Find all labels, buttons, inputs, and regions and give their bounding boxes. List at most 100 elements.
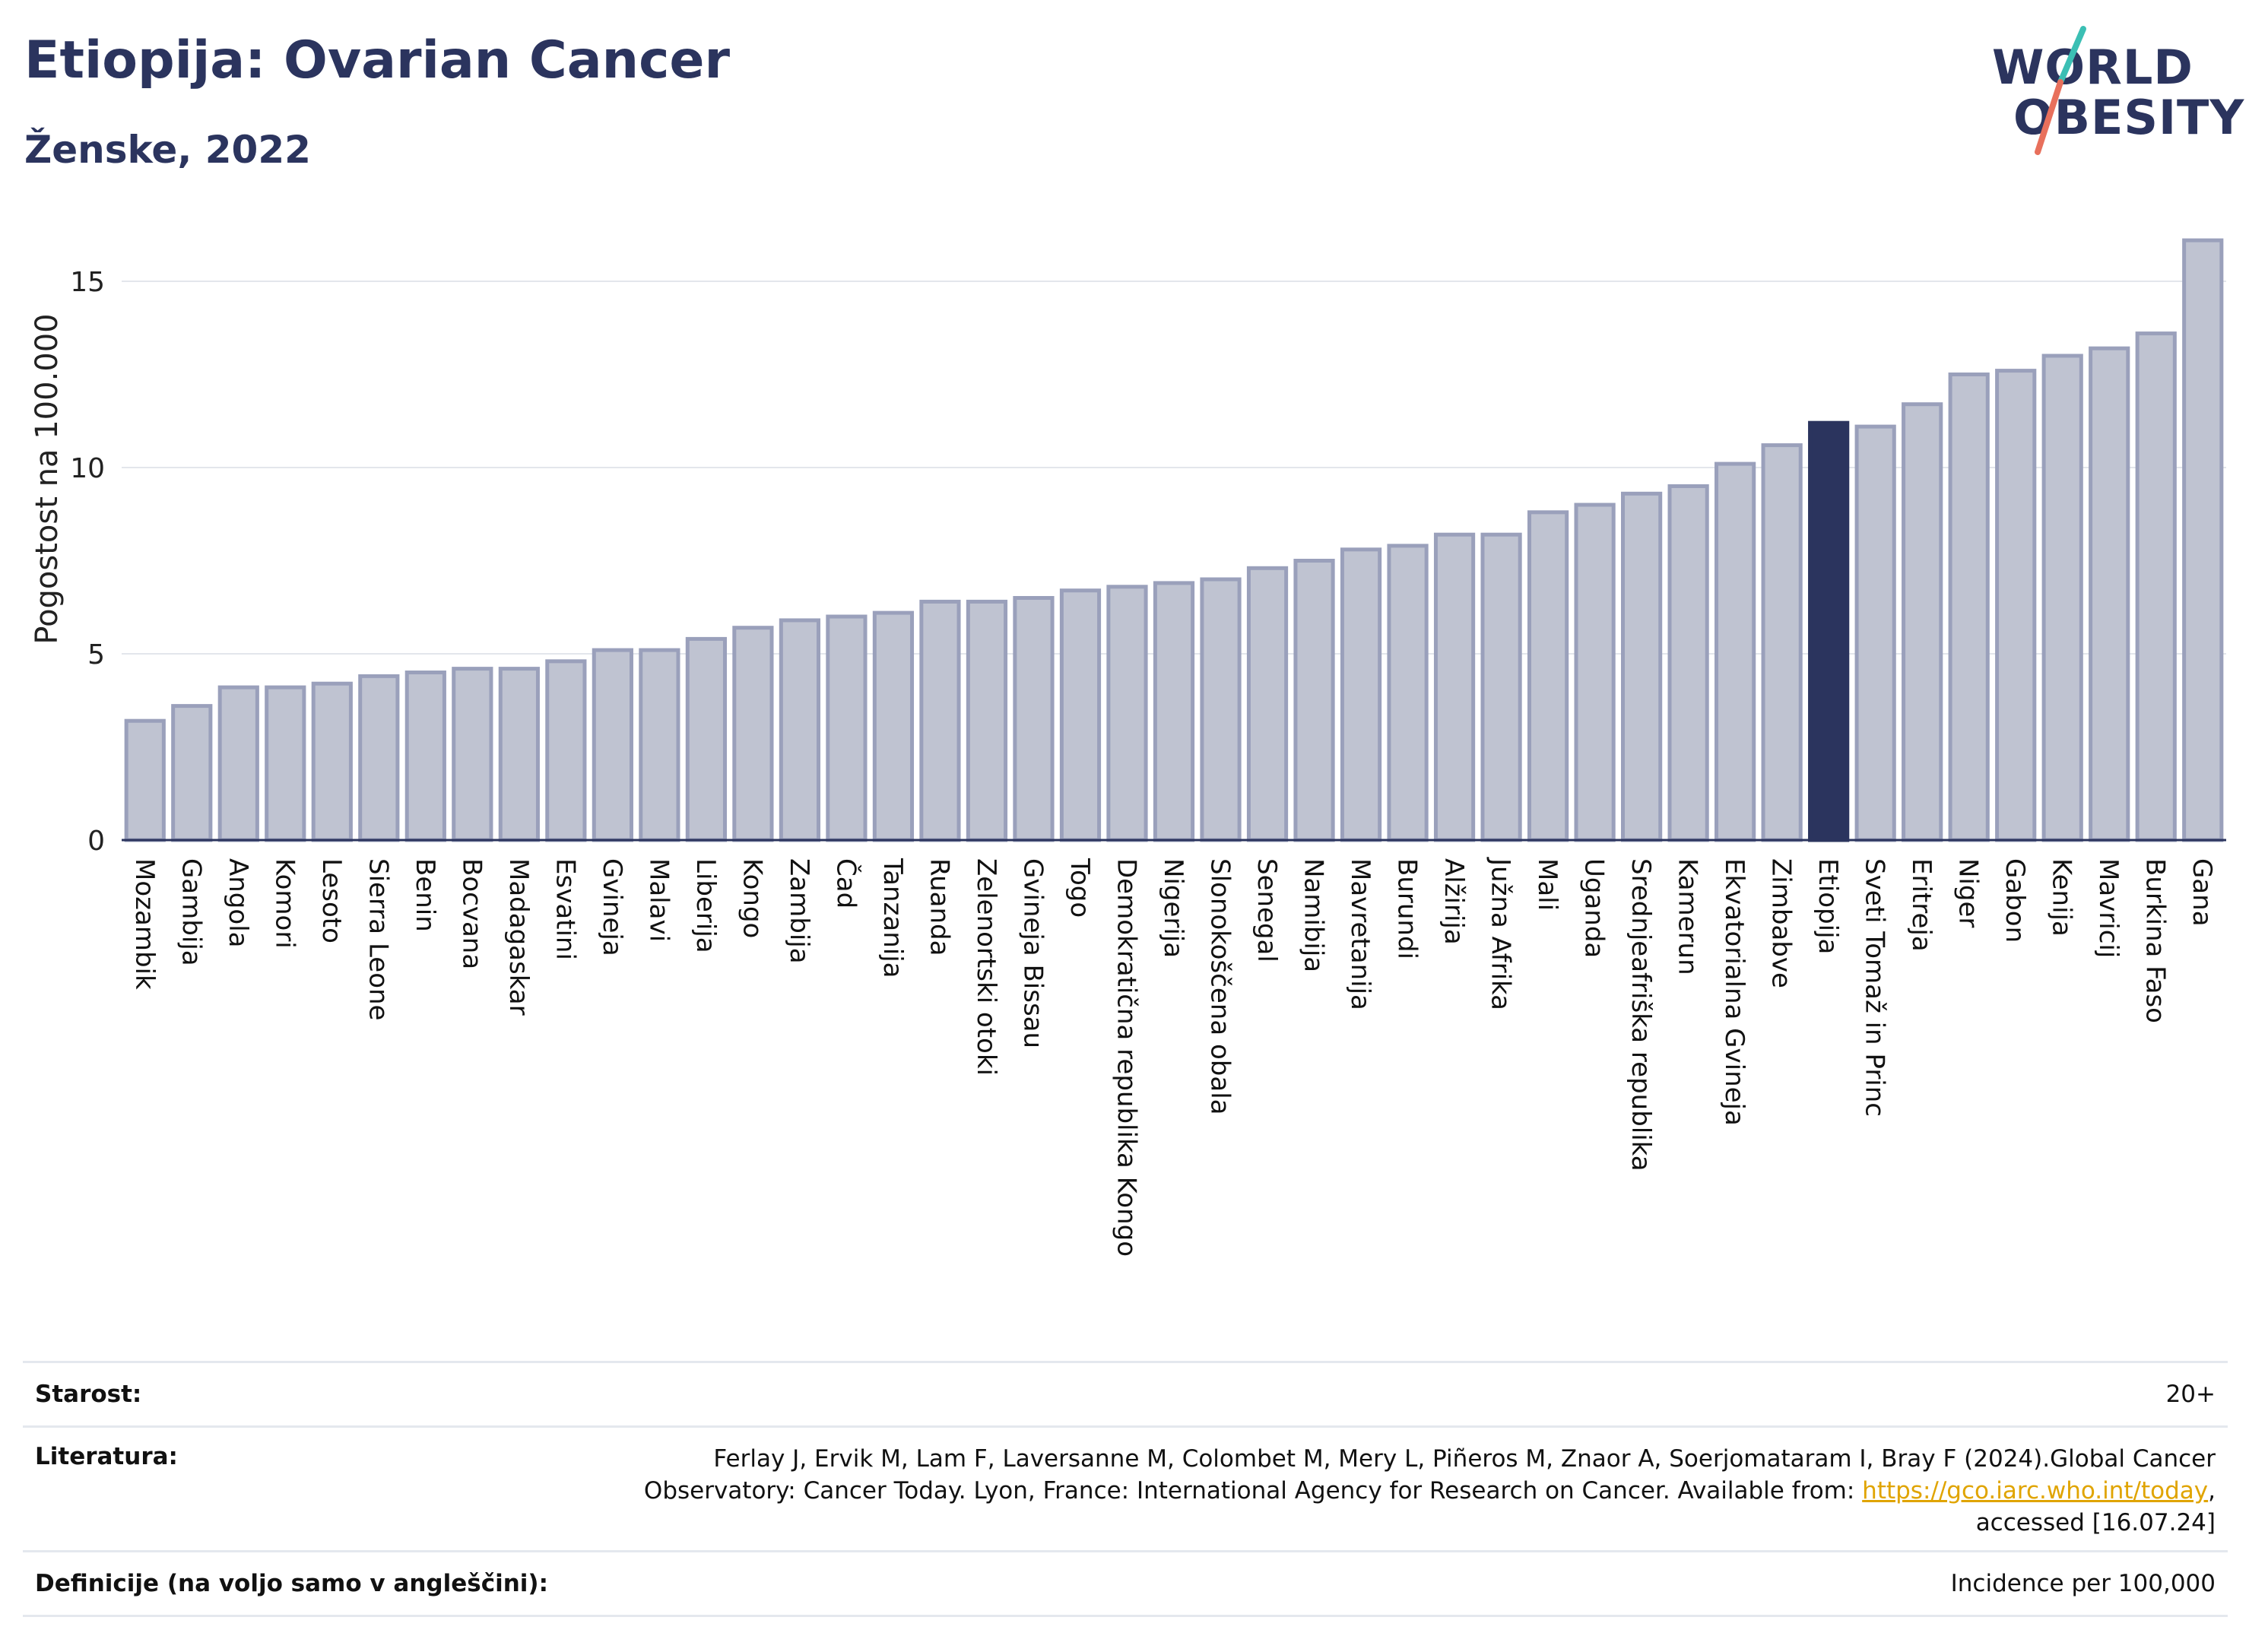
x-tick-label: Niger [1953,858,1984,927]
bar [639,648,680,842]
x-tick-label: Kenija [2047,858,2077,937]
logo-text-line1: WORLD [1992,40,2193,95]
x-tick-label: Južna Afrika [1486,857,1516,1010]
bar [685,636,727,842]
x-tick-label: Esvatini [550,858,580,960]
logo-slash-icon [2035,26,2086,155]
definitions-value: Incidence per 100,000 [1950,1570,2216,1597]
bar [1715,461,1756,842]
x-tick-label: Burkina Faso [2140,858,2171,1023]
x-tick-label: Sveti Tomaž in Princ [1860,858,1890,1117]
x-tick-label: Benin [410,858,440,932]
x-tick-label: Gvineja [597,858,627,956]
y-tick-label: 5 [87,639,105,671]
age-label: Starost: [35,1381,142,1408]
literature-line1: Ferlay J, Ervik M, Lam F, Laversanne M, … [713,1445,2216,1473]
literature-line3: accessed [16.07.24] [1975,1509,2216,1536]
x-tick-label: Namibija [1299,858,1329,972]
x-tick-label: Tanzanija [877,858,908,978]
bar [1153,581,1195,842]
x-tick-label: Gambija [176,858,206,966]
x-tick-label: Angola [223,858,253,947]
bar [592,648,633,842]
bar [1995,369,2037,842]
bars [124,238,2224,842]
age-row: Starost: 20+ [23,1361,2228,1425]
bar [2089,346,2130,842]
x-tick-label: Kongo [737,858,767,938]
bar [1106,585,1148,842]
bar [358,674,400,842]
literature-value: Ferlay J, Ervik M, Lam F, Laversanne M, … [644,1443,2228,1539]
bar [2182,238,2224,842]
literature-line2-suffix: , [2208,1477,2216,1505]
bar [404,671,446,842]
bar [124,718,166,842]
x-tick-label: Zelenortski otoki [971,858,1001,1076]
page-subtitle: Ženske, 2022 [24,128,311,172]
bar [1246,566,1289,842]
x-tick-label: Mavretanija [1345,858,1375,1010]
x-tick-label: Demokratična republika Kongo [1111,858,1141,1257]
definitions-label: Definicije (na voljo samo v angleščini): [35,1570,548,1597]
bar [1667,484,1709,842]
x-tick-label: Mozambik [129,858,160,990]
x-tick-label: Malavi [643,858,674,942]
x-tick-label: Čad [830,858,861,908]
definitions-row: Definicije (na voljo samo v angleščini):… [23,1550,2228,1617]
x-tick-label: Etiopija [1813,858,1843,954]
x-tick-label: Senegal [1251,858,1282,962]
bar [1854,424,1896,842]
age-value: 20+ [2165,1381,2216,1408]
bar [545,659,587,842]
literature-line2-text: Observatory: Cancer Today. Lyon, France:… [643,1477,1863,1505]
bar [966,599,1008,842]
x-tick-label: Gana [2187,858,2217,927]
x-tick-label: Mavricij [2093,858,2124,958]
x-tick-label: Alžirija [1439,858,1469,945]
x-tick-label: Gvineja Bissau [1017,858,1048,1048]
world-obesity-logo: WORLD OBESITY [1977,23,2244,160]
bar [2135,331,2177,842]
x-tick-label: Srednjeafriška republika [1626,858,1656,1172]
bar [217,685,259,842]
bar [498,667,540,842]
literature-link[interactable]: https://gco.iarc.who.int/today [1862,1477,2209,1505]
bar-chart: 0 5 10 15 Mozambik Gambija Angola Komori Lesoto S… [30,238,2226,1257]
x-tick-label: Ekvatorialna Gvineja [1719,858,1749,1126]
y-axis-label: Pogostost na 100.000 [30,313,65,644]
x-tick-label: Ruanda [924,858,954,956]
x-tick-label: Burundi [1392,858,1423,959]
y-tick-label: 0 [87,826,105,857]
bar [265,685,306,842]
x-tick-label: Togo [1064,858,1095,918]
bar [872,610,915,842]
bar [452,667,493,842]
literature-line2: Observatory: Cancer Today. Lyon, France:… [644,1475,2216,1507]
bar [2041,354,2083,842]
x-tick-label: Sierra Leone [363,858,393,1020]
y-tick-label: 15 [70,267,105,298]
bar [1340,547,1382,842]
x-tick-label: Nigerija [1158,858,1188,958]
metadata-table: Starost: 20+ Literatura: Ferlay J, Ervik… [23,1361,2228,1617]
bar [1200,577,1242,842]
bar [732,626,774,842]
bar [1621,491,1663,842]
x-tick-label: Eritreja [1906,858,1937,952]
bar [826,614,868,842]
x-tick-label: Lesoto [316,858,347,943]
x-tick-label: Komori [269,858,300,949]
y-tick-label: 10 [70,453,105,484]
bar [1527,510,1569,842]
bar [779,618,821,842]
bar [1948,373,1990,842]
bar [311,681,353,842]
x-tick-label: Zambija [784,858,814,964]
x-tick-label: Uganda [1579,858,1610,958]
axes: 0 5 10 15 Mozambik Gambija Angola Komori Lesoto S… [70,267,2226,1257]
x-tick-label: Bocvana [456,858,487,969]
bar [1480,532,1522,842]
bar [1293,559,1335,842]
page-title: Etiopija: Ovarian Cancer [24,30,731,90]
